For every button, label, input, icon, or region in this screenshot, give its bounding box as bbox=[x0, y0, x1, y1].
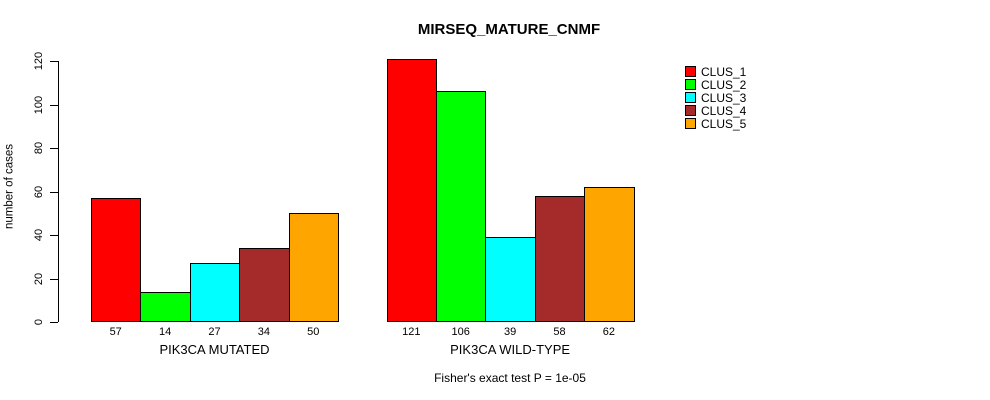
chart-caption: Fisher's exact test P = 1e-05 bbox=[434, 371, 586, 385]
bar-clus_4-group1 bbox=[239, 248, 290, 322]
bar-value-label: 14 bbox=[158, 325, 172, 338]
bar-value-label: 58 bbox=[553, 325, 566, 338]
y-axis-tick-label: 60 bbox=[33, 185, 45, 198]
y-axis-tick bbox=[50, 322, 58, 323]
bar-clus_2-group2 bbox=[436, 91, 487, 322]
bar-value-label: 39 bbox=[503, 325, 517, 338]
legend-swatch bbox=[685, 92, 696, 103]
y-axis-tick bbox=[50, 104, 58, 106]
legend-label: CLUS_1 bbox=[701, 65, 747, 79]
y-axis-tick-label: 100 bbox=[33, 95, 45, 114]
bar-clus_1-group1 bbox=[91, 198, 142, 322]
bar-clus_5-group1 bbox=[288, 213, 339, 322]
legend-label: CLUS_2 bbox=[701, 78, 747, 92]
bar-value-label: 57 bbox=[109, 325, 122, 338]
y-axis-tick-label: 80 bbox=[33, 141, 45, 155]
bar-value-label: 34 bbox=[257, 325, 271, 338]
y-axis-tick bbox=[50, 278, 58, 280]
bar-clus_4-group2 bbox=[534, 196, 586, 322]
y-axis-tick-label: 20 bbox=[33, 272, 45, 285]
y-axis-tick-label: 40 bbox=[33, 228, 45, 242]
x-group-label: PIK3CA WILD-TYPE bbox=[450, 341, 571, 357]
y-axis-label: number of cases bbox=[3, 144, 16, 230]
bar-value-label: 106 bbox=[451, 325, 470, 338]
bar-value-label: 27 bbox=[208, 325, 221, 338]
legend-label: CLUS_5 bbox=[701, 117, 747, 131]
legend-label: CLUS_4 bbox=[701, 104, 747, 118]
bar-value-label: 50 bbox=[307, 325, 320, 338]
chart-title: MIRSEQ_MATURE_CNMF bbox=[417, 21, 601, 38]
bar-value-label: 121 bbox=[402, 325, 421, 338]
legend-swatch bbox=[685, 66, 696, 77]
y-axis-tick-label: 0 bbox=[33, 318, 45, 326]
bar-clus_3-group1 bbox=[189, 263, 241, 322]
y-axis-line bbox=[58, 61, 59, 322]
y-axis-tick bbox=[50, 148, 58, 149]
bar-clus_1-group2 bbox=[386, 59, 437, 322]
bar-clus_5-group2 bbox=[584, 187, 635, 322]
y-axis-tick bbox=[50, 235, 58, 236]
legend-swatch bbox=[685, 105, 696, 116]
bar-clus_3-group2 bbox=[485, 237, 536, 322]
x-group-label: PIK3CA MUTATED bbox=[159, 341, 270, 357]
legend-label: CLUS_3 bbox=[701, 91, 747, 105]
legend-swatch bbox=[685, 79, 696, 90]
bar-value-label: 62 bbox=[602, 325, 616, 338]
y-axis-tick-label: 120 bbox=[33, 51, 45, 71]
y-axis-tick bbox=[50, 61, 58, 62]
legend-swatch bbox=[685, 118, 696, 129]
bar-clus_2-group1 bbox=[140, 292, 191, 322]
y-axis-tick bbox=[50, 191, 58, 193]
